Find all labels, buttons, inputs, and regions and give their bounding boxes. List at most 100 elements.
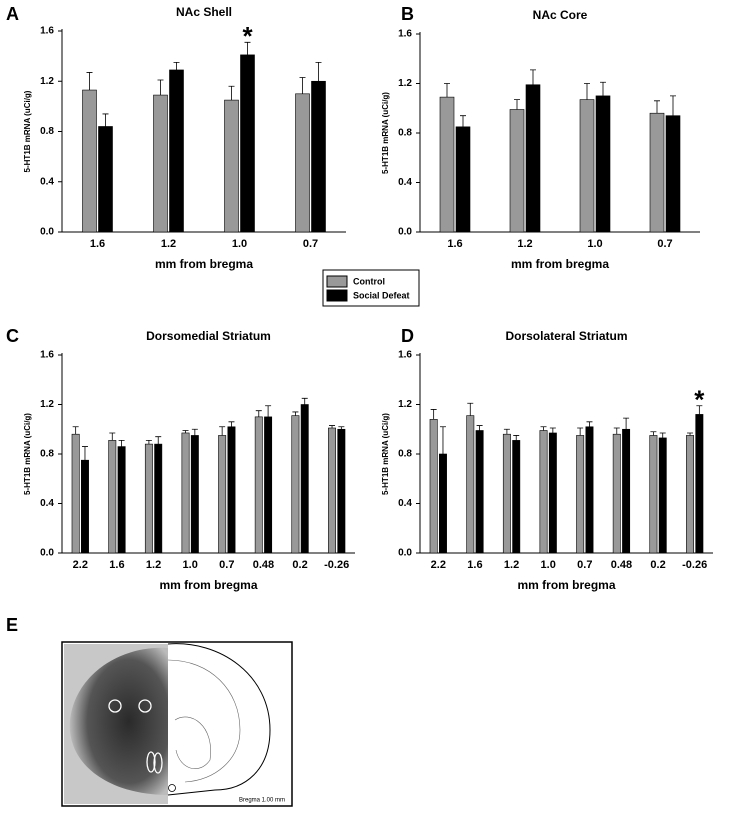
bar — [117, 446, 126, 554]
brain-section — [61, 641, 293, 807]
bar — [300, 404, 309, 554]
error-bar — [514, 99, 520, 110]
bar — [509, 109, 525, 233]
bar — [190, 435, 199, 554]
legend-swatch — [326, 275, 348, 288]
bar — [254, 416, 263, 554]
chart-title: Dorsolateral Striatum — [505, 329, 627, 343]
bar — [576, 435, 585, 554]
y-tick-label: 1.6 — [40, 26, 54, 37]
error-bar — [118, 439, 125, 447]
error-bar — [444, 83, 450, 98]
x-tick-label: 0.7 — [577, 559, 592, 571]
x-axis-label: mm from bregma — [511, 257, 609, 271]
legend-swatch — [326, 289, 348, 302]
bar — [579, 99, 595, 233]
error-bar — [430, 409, 437, 420]
bar — [665, 115, 681, 233]
bar — [98, 126, 113, 233]
x-tick-label: 1.2 — [146, 559, 161, 571]
y-tick-label: 0.4 — [398, 498, 412, 509]
bar — [512, 440, 521, 554]
bar — [108, 440, 117, 554]
error-bar — [219, 426, 226, 436]
y-tick-label: 0.4 — [40, 176, 54, 187]
bar — [539, 430, 548, 554]
error-bar — [530, 69, 536, 85]
x-tick-label: 0.7 — [303, 238, 318, 250]
chart-title: Dorsomedial Striatum — [146, 329, 271, 343]
x-tick-label: 0.2 — [292, 559, 307, 571]
x-tick-label: 1.6 — [109, 559, 124, 571]
y-tick-label: 1.6 — [398, 350, 412, 361]
error-bar — [315, 62, 322, 82]
bar — [144, 443, 153, 554]
bar — [81, 459, 89, 554]
y-tick-label: 0.0 — [398, 227, 412, 238]
error-bar — [182, 430, 189, 433]
error-bar — [650, 431, 657, 436]
panel-letter: E — [6, 615, 18, 635]
bar — [153, 94, 168, 233]
bar — [548, 432, 557, 554]
error-bar — [244, 41, 251, 55]
bar — [82, 89, 97, 233]
error-bar — [460, 115, 466, 127]
bar — [264, 416, 273, 554]
error-bar — [513, 435, 520, 441]
error-bar — [228, 421, 235, 427]
error-bar — [659, 432, 666, 438]
bar — [649, 112, 665, 233]
x-tick-label: 1.0 — [587, 238, 602, 250]
x-tick-label: 0.48 — [253, 559, 274, 571]
bar — [295, 93, 310, 233]
x-tick-label: 1.2 — [161, 238, 176, 250]
legend-label: Social Defeat — [353, 290, 410, 300]
error-bar — [228, 85, 235, 101]
x-tick-label: -0.26 — [682, 559, 707, 571]
error-bar — [265, 405, 272, 417]
panel-letter: C — [6, 326, 19, 346]
error-bar — [586, 421, 593, 427]
y-tick-label: 0.8 — [398, 449, 412, 460]
error-bar — [292, 411, 299, 416]
x-tick-label: 1.2 — [517, 238, 532, 250]
y-tick-label: 0.0 — [398, 548, 412, 559]
x-tick-label: 1.2 — [504, 559, 519, 571]
error-bar — [255, 410, 262, 417]
y-tick-label: 0.4 — [398, 177, 412, 188]
bar — [695, 414, 704, 554]
bar — [154, 443, 163, 554]
x-tick-label: 0.2 — [650, 559, 665, 571]
bar — [475, 430, 484, 554]
error-bar — [623, 417, 630, 430]
annotation: * — [694, 385, 705, 415]
bar — [311, 80, 326, 233]
x-tick-label: 0.48 — [611, 559, 632, 571]
bar — [595, 95, 611, 233]
chart-title: NAc Core — [533, 8, 588, 22]
bar — [686, 435, 694, 554]
error-bar — [81, 446, 88, 461]
bar — [622, 428, 631, 554]
error-bar — [157, 79, 164, 96]
bar — [227, 426, 236, 554]
bar — [181, 432, 190, 554]
bar — [291, 415, 300, 554]
y-axis-label: 5-HT1B mRNA (uCi/g) — [381, 413, 390, 495]
annotation: * — [242, 21, 253, 51]
y-tick-label: 1.2 — [40, 76, 54, 87]
error-bar — [439, 426, 446, 454]
bar — [649, 435, 658, 554]
y-tick-label: 1.2 — [398, 78, 412, 89]
bar — [169, 69, 184, 233]
y-tick-label: 1.6 — [398, 29, 412, 40]
y-tick-label: 0.8 — [40, 449, 54, 460]
bar — [439, 453, 447, 554]
error-bar — [503, 428, 510, 435]
x-tick-label: 0.7 — [657, 238, 672, 250]
error-bar — [173, 62, 180, 70]
error-bar — [301, 397, 308, 405]
panel-letter: A — [6, 4, 19, 24]
